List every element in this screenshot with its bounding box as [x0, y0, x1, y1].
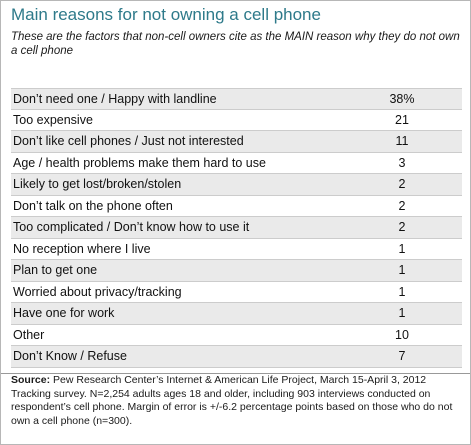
row-label: No reception where I live	[13, 241, 151, 256]
table-row: Too complicated / Don’t know how to use …	[11, 217, 462, 239]
row-label: Don’t like cell phones / Just not intere…	[13, 134, 244, 148]
row-label: Plan to get one	[13, 263, 98, 277]
source-label: Source:	[11, 374, 51, 386]
row-value: 1	[398, 284, 406, 299]
reasons-table: Don’t need one / Happy with landline 38% T…	[11, 88, 462, 368]
source-divider	[1, 373, 470, 374]
row-value: 2	[398, 220, 406, 234]
row-label: Don’t need one / Happy with landline	[13, 92, 217, 106]
row-label: Have one for work	[13, 306, 115, 320]
row-value: 2	[398, 198, 406, 213]
row-value: 11	[395, 134, 409, 148]
chart-title: Main reasons for not owning a cell phone	[11, 5, 321, 24]
row-value: 10	[395, 327, 409, 342]
row-value: 21	[395, 112, 409, 127]
table-row: Too expensive 21	[11, 110, 462, 131]
row-value: 38%	[389, 92, 415, 106]
row-value: 1	[398, 263, 406, 277]
row-label: Likely to get lost/broken/stolen	[13, 177, 182, 191]
table-row: Don’t need one / Happy with landline 38%	[11, 88, 462, 110]
table-row: Don’t like cell phones / Just not intere…	[11, 131, 462, 153]
table-row: No reception where I live 1	[11, 239, 462, 260]
chart-subtitle: These are the factors that non-cell owne…	[11, 31, 460, 57]
row-label: Worried about privacy/tracking	[13, 284, 182, 299]
table-row: Other 10	[11, 325, 462, 346]
table-row: Have one for work 1	[11, 303, 462, 325]
source-note: Source: Pew Research Center’s Internet &…	[11, 374, 461, 428]
table-row: Don’t Know / Refuse 7	[11, 346, 462, 368]
table-row: Worried about privacy/tracking 1	[11, 282, 462, 303]
row-label: Don’t talk on the phone often	[13, 198, 173, 213]
row-label: Other	[13, 327, 45, 342]
row-label: Age / health problems make them hard to …	[13, 155, 266, 170]
table-row: Plan to get one 1	[11, 260, 462, 282]
row-label: Too expensive	[13, 112, 93, 127]
row-value: 2	[398, 177, 406, 191]
row-value: 7	[398, 349, 406, 363]
row-label: Don’t Know / Refuse	[13, 349, 127, 363]
table-row: Age / health problems make them hard to …	[11, 153, 462, 174]
table-row: Don’t talk on the phone often 2	[11, 196, 462, 217]
source-text: Pew Research Center’s Internet & America…	[11, 374, 453, 427]
table-row: Likely to get lost/broken/stolen 2	[11, 174, 462, 196]
row-value: 1	[398, 306, 406, 320]
row-value: 3	[398, 155, 406, 170]
row-label: Too complicated / Don’t know how to use …	[13, 220, 250, 234]
row-value: 1	[398, 241, 406, 256]
